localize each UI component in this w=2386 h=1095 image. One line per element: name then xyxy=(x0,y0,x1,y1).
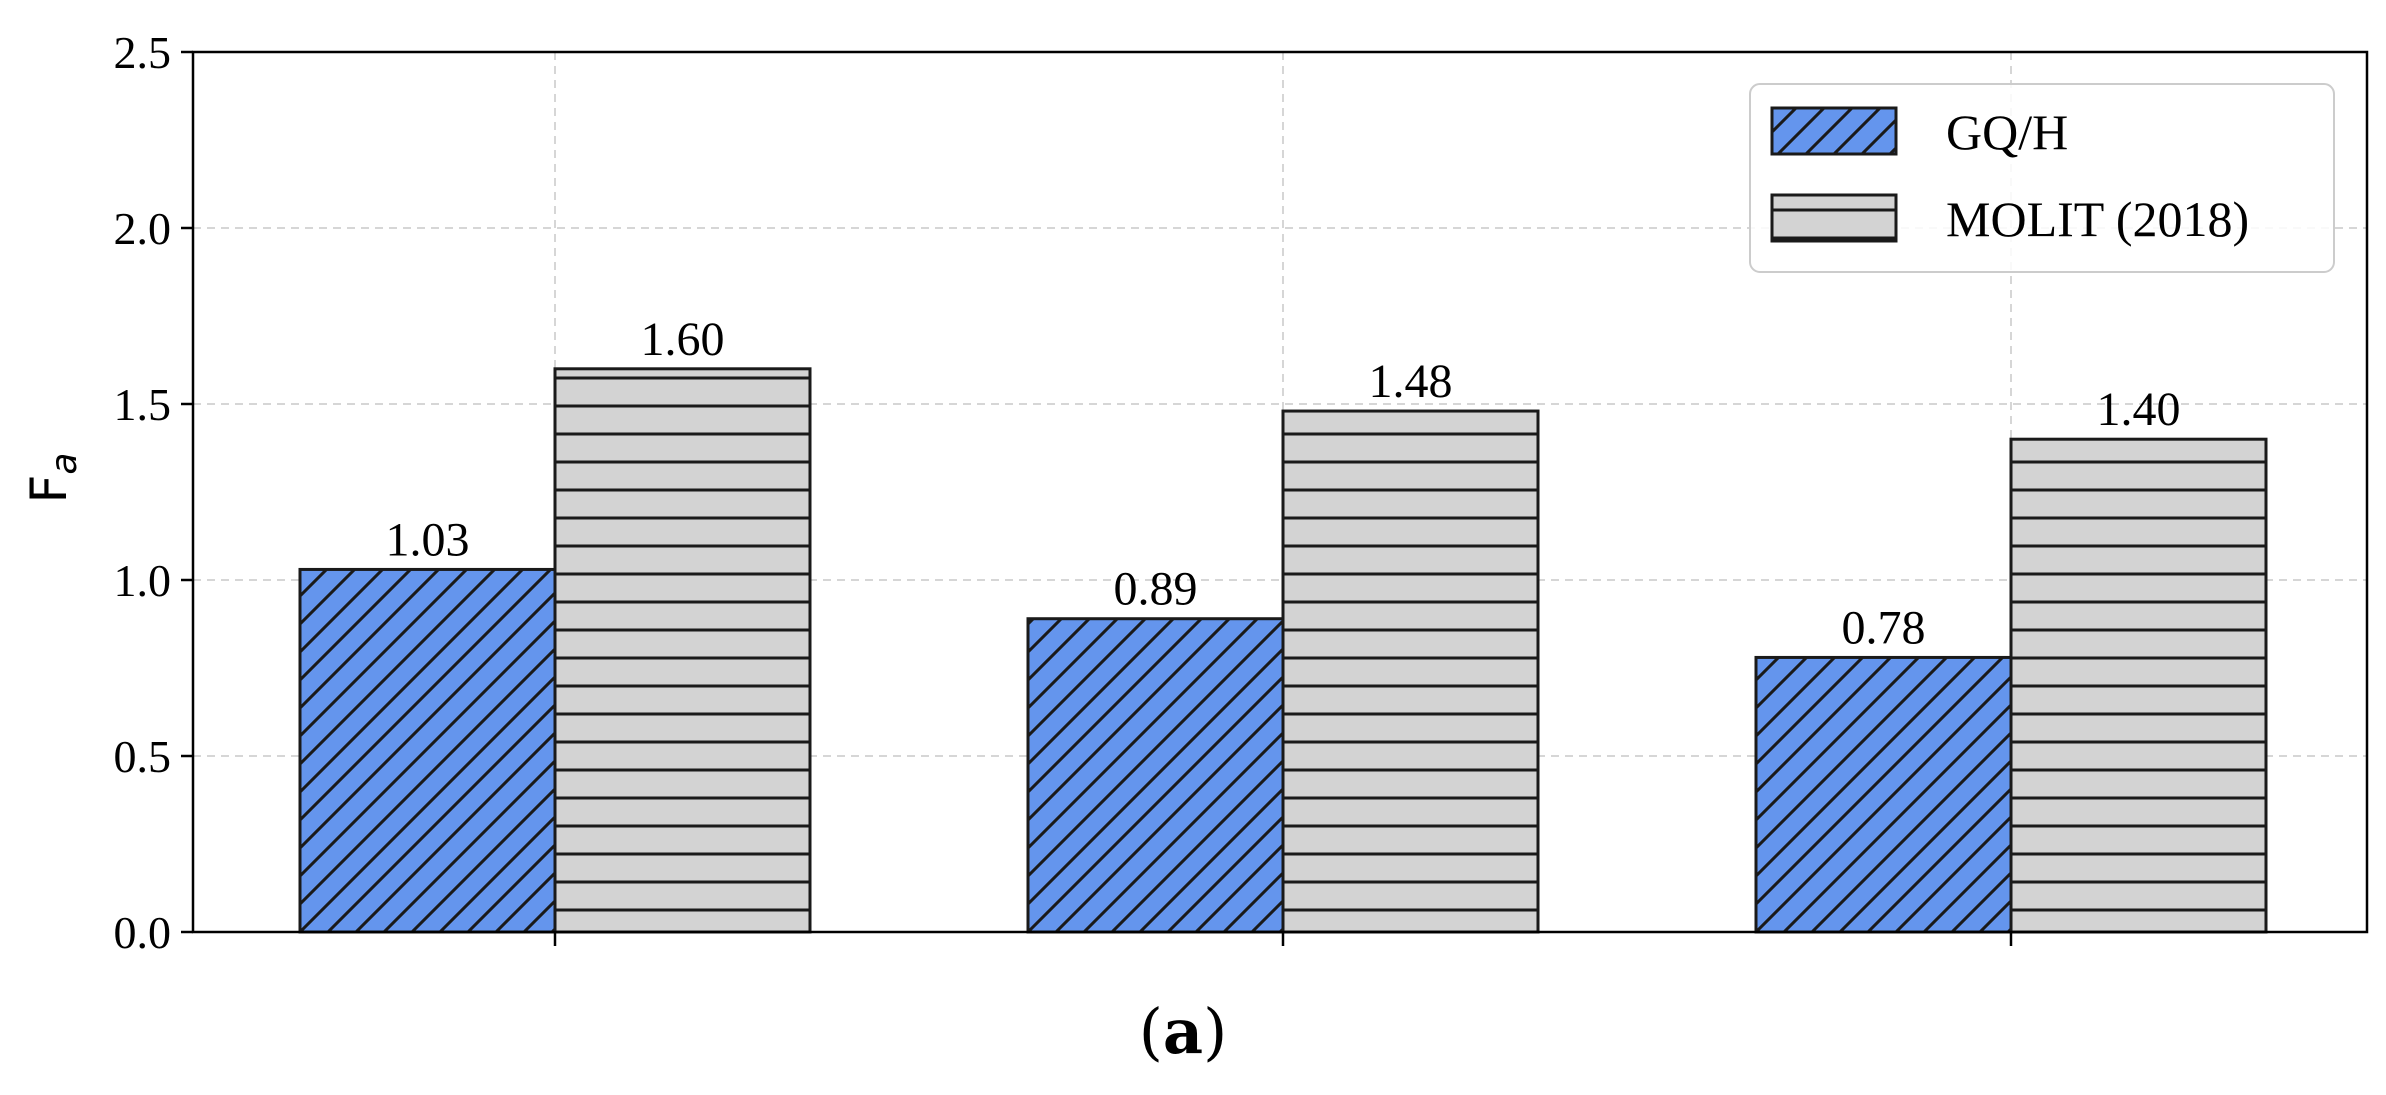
y-tick-label: 0.5 xyxy=(114,731,172,782)
figure-caption: (a) xyxy=(1139,995,1228,1068)
bar-gqh xyxy=(1028,618,1283,932)
bar-molit xyxy=(555,368,810,932)
data-label: 1.03 xyxy=(386,513,470,566)
legend-label-gqh: GQ/H xyxy=(1946,104,2068,160)
y-tick-label: 0.0 xyxy=(114,907,172,958)
y-tick-label: 1.5 xyxy=(114,379,172,430)
plot-frame xyxy=(191,50,2369,934)
axes: 0.0 0.5 1.0 1.5 2.0 2.5 xyxy=(114,27,2369,958)
legend-swatch-gqh xyxy=(1770,106,1898,156)
y-tick-label: 2.5 xyxy=(114,27,172,78)
bar-gqh xyxy=(300,569,555,932)
data-label: 1.60 xyxy=(641,313,725,366)
bar-gqh xyxy=(1756,657,2011,932)
bars xyxy=(298,367,2268,934)
y-tick-label: 2.0 xyxy=(114,203,172,254)
y-tick-label: 1.0 xyxy=(114,555,172,606)
data-label: 1.40 xyxy=(2097,383,2181,436)
legend-swatch-molit xyxy=(1770,193,1898,243)
data-labels: 1.03 0.89 0.78 1.60 1.48 1.40 xyxy=(386,313,2181,655)
bar-molit xyxy=(2011,439,2266,932)
data-label: 1.48 xyxy=(1369,355,1453,408)
y-axis-label: Fa xyxy=(20,453,85,504)
bar-molit xyxy=(1283,411,1538,932)
data-label: 0.78 xyxy=(1842,601,1926,654)
data-label: 0.89 xyxy=(1114,563,1198,616)
legend-label-molit: MOLIT (2018) xyxy=(1946,191,2249,247)
legend: GQ/H MOLIT (2018) xyxy=(1749,83,2335,273)
